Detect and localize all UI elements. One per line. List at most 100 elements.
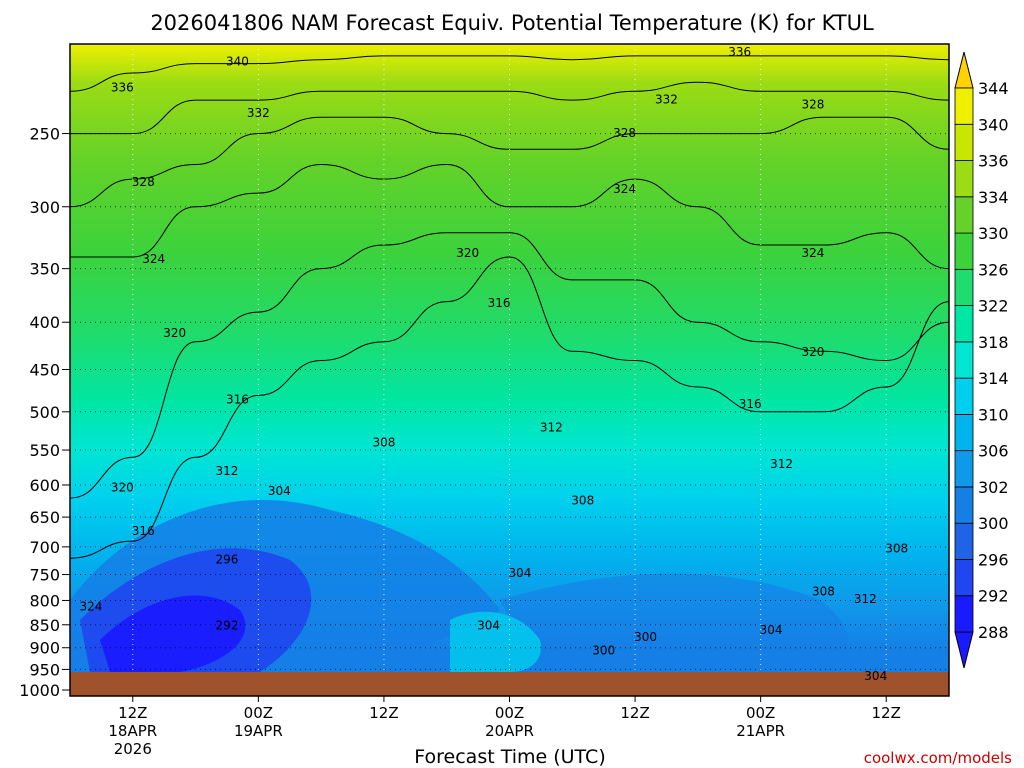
- contour-line-4: [70, 81, 949, 135]
- colorbar-swatch-9: [954, 268, 974, 307]
- y-tick-label-1: 300: [29, 198, 60, 217]
- colorbar-label-1: 292: [978, 587, 1009, 606]
- x-tick-label-5-1: 00Z: [746, 704, 775, 722]
- colorbar-swatch-13: [954, 123, 974, 161]
- contour-label-11: 320: [163, 326, 186, 340]
- colorbar-swatch-2: [954, 522, 974, 560]
- gridlines: [70, 44, 949, 696]
- contour-label-4: 332: [655, 93, 678, 107]
- contour-label-34: 292: [216, 618, 239, 632]
- colorbar-swatch-10: [954, 232, 974, 270]
- x-tick-label-4-1: 12Z: [620, 704, 649, 722]
- contour-label-35: 320: [111, 481, 134, 495]
- x-tick-label-5-2: 21APR: [736, 722, 785, 740]
- x-axis-label: Forecast Time (UTC): [414, 746, 605, 768]
- x-tick-label-1-1: 00Z: [244, 704, 273, 722]
- y-tick-label-0: 250: [29, 125, 60, 144]
- colorbar-label-9: 322: [978, 297, 1009, 316]
- contour-label-5: 328: [132, 175, 155, 189]
- contour-label-19: 312: [216, 464, 239, 478]
- colorbar-swatch-11: [954, 196, 974, 234]
- y-tick-label-12: 850: [29, 616, 60, 635]
- y-tick-label-14: 950: [29, 660, 60, 679]
- y-tick-label-9: 700: [29, 538, 60, 557]
- y-tick-label-7: 600: [29, 476, 60, 495]
- contour-label-25: 308: [812, 584, 835, 598]
- contour-label-27: 304: [509, 566, 532, 580]
- contour-label-32: 300: [592, 643, 615, 657]
- colorbar-label-11: 330: [978, 224, 1009, 243]
- low-theta-e-regions: [70, 500, 848, 672]
- contour-label-3: 332: [247, 106, 270, 120]
- contour-labels: 340 336 336 332 332 328 328 328 324 324 324 320 320 3…: [79, 45, 908, 683]
- colorbar-under-triangle: [954, 631, 974, 669]
- colorbar-swatch-7: [954, 341, 974, 379]
- x-tick-label-3-1: 00Z: [495, 704, 524, 722]
- contour-label-29: 304: [760, 623, 783, 637]
- colorbar-swatch-4: [954, 450, 974, 488]
- ground-terrain-bar: [70, 672, 949, 696]
- contour-lines: [70, 55, 949, 559]
- contour-line-2: [70, 163, 949, 270]
- contour-line-1: [70, 232, 949, 499]
- colorbar-label-12: 334: [978, 188, 1009, 207]
- contour-label-20: 312: [770, 457, 793, 471]
- x-tick-label-6-1: 12Z: [872, 704, 901, 722]
- contour-line-5: [70, 55, 949, 92]
- contour-label-24: 308: [885, 542, 908, 556]
- cold-region-core: [100, 595, 246, 672]
- y-tick-label-6: 550: [29, 441, 60, 460]
- x-tick-label-2-1: 12Z: [369, 704, 398, 722]
- colorbar-swatch-1: [954, 559, 974, 597]
- contour-label-31: 300: [634, 630, 657, 644]
- contour-label-12: 320: [456, 246, 479, 260]
- x-tick-label-0-3: 2026: [114, 740, 152, 758]
- contour-label-17: 316: [132, 524, 155, 538]
- contour-label-15: 316: [226, 393, 249, 407]
- colorbar-label-8: 318: [978, 333, 1009, 352]
- contour-label-7: 328: [802, 98, 825, 112]
- y-tick-label-13: 900: [29, 639, 60, 658]
- colorbar-label-3: 300: [978, 514, 1009, 533]
- chart-title: 2026041806 NAM Forecast Equiv. Potential…: [150, 11, 874, 35]
- colorbar-label-13: 336: [978, 152, 1009, 171]
- contour-label-18: 312: [540, 420, 563, 434]
- colorbar-label-4: 302: [978, 478, 1009, 497]
- y-tick-label-15: 1000: [19, 681, 60, 700]
- colorbar-swatch-12: [954, 160, 974, 198]
- colorbar-swatch-5: [954, 413, 974, 452]
- y-axis: 250 300 350 400 450 500 550 600 650 700 750 800 850 9…: [19, 125, 70, 700]
- colorbar-swatch-14: [954, 87, 974, 125]
- x-tick-label-3-2: 20APR: [485, 722, 534, 740]
- contour-label-13: 320: [802, 345, 825, 359]
- contour-label-9: 324: [613, 182, 636, 196]
- colorbar-label-2: 296: [978, 550, 1009, 569]
- contour-label-22: 308: [372, 435, 395, 449]
- y-tick-label-8: 650: [29, 508, 60, 527]
- colorbar-swatch-3: [954, 486, 974, 524]
- y-tick-label-11: 800: [29, 591, 60, 610]
- plot-area: 340 336 336 332 332 328 328 328 324 324 324 320 320 3…: [70, 44, 949, 696]
- colorbar-label-5: 306: [978, 442, 1009, 461]
- y-tick-label-5: 500: [29, 403, 60, 422]
- contour-label-1: 336: [111, 80, 134, 94]
- warm-pocket: [450, 611, 541, 672]
- colorbar-label-6: 310: [978, 405, 1009, 424]
- colorbar-label-7: 314: [978, 369, 1009, 388]
- contour-line-0: [70, 256, 949, 559]
- credit-text: coolwx.com/models: [864, 749, 1012, 767]
- contour-label-21: 312: [854, 592, 877, 606]
- contour-label-23: 308: [571, 494, 594, 508]
- contour-label-2: 336: [728, 45, 751, 59]
- x-tick-label-1-2: 19APR: [234, 722, 283, 740]
- y-tick-label-4: 450: [29, 361, 60, 380]
- y-tick-label-10: 750: [29, 566, 60, 585]
- contour-label-26: 304: [268, 484, 291, 498]
- contour-label-6: 328: [613, 126, 636, 140]
- colorbar: 288 292 296 300 302 306 310 314 318 322 326 330 334 3…: [954, 51, 1009, 669]
- contour-label-28: 304: [477, 618, 500, 632]
- colorbar-over-triangle: [954, 51, 974, 89]
- x-tick-label-0-1: 12Z: [118, 704, 147, 722]
- x-tick-label-0-2: 18APR: [108, 722, 157, 740]
